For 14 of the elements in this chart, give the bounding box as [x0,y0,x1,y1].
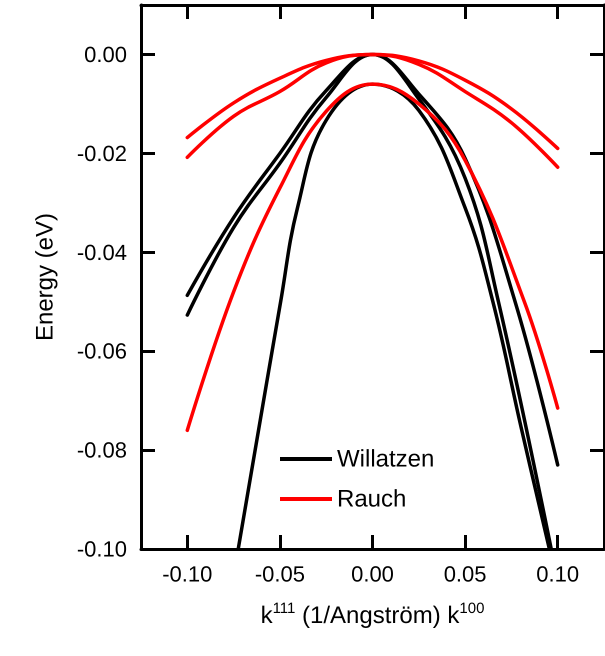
y-tick-label: -0.04 [76,240,127,265]
y-tick-label: -0.08 [76,438,127,463]
y-axis-title: Energy (eV) [32,212,58,342]
y-tick-label: -0.06 [76,338,127,364]
y-tick-label: -0.02 [76,140,127,166]
y-tick-label: -0.10 [76,536,127,562]
legend-label: Willatzen [337,446,434,472]
x-tick-label: 0.10 [536,562,580,586]
x-tick-label: 0.00 [351,562,394,586]
x-tick-label: 0.05 [444,562,487,586]
y-tick-label: 0.00 [84,42,127,67]
x-tick-label: -0.05 [254,562,305,586]
x-tick-label: -0.10 [162,562,212,586]
legend-label: Rauch [337,486,406,512]
